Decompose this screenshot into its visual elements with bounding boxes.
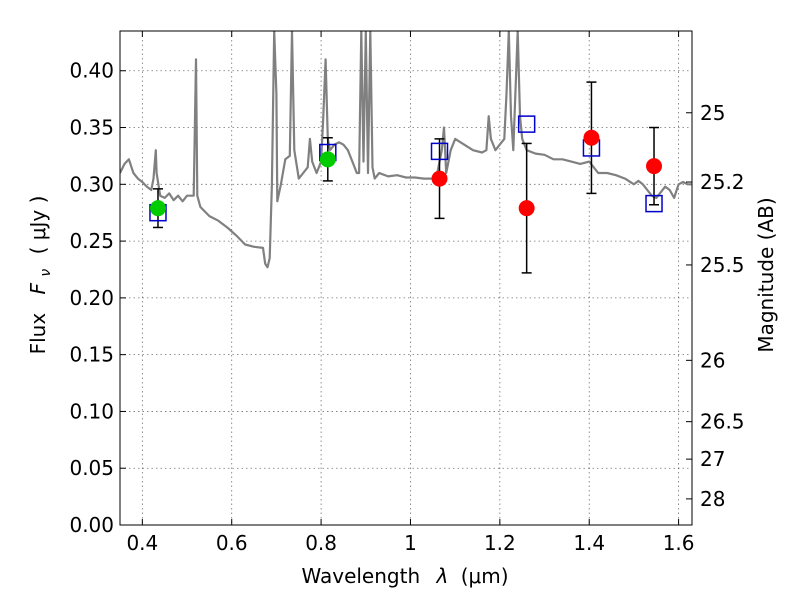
y-tick-label: 0.20 [69, 286, 114, 310]
y-tick-label: 0.30 [69, 172, 114, 196]
axis-ticks: 0.4 0.6 0.8 1 1.2 1.4 1.6 0.00 0.05 0.10 0.15 0.20 0… [69, 31, 745, 555]
y-axis-label: Flux F ν ( μJy ) [26, 196, 55, 355]
x-tick-label: 1.6 [663, 531, 695, 555]
svg-text:Flux F ν ( μ: Flux F ν ( μJy ) [26, 196, 55, 355]
grid [120, 31, 692, 526]
y-tick-label: 0.00 [69, 513, 114, 537]
right-tick-label: 26 [700, 348, 725, 372]
y-tick-label: 0.40 [69, 59, 114, 83]
x-tick-label: 1.4 [573, 531, 605, 555]
observed-point [319, 151, 336, 168]
observed-point [149, 200, 166, 217]
plot-frame [119, 30, 693, 526]
x-axis-label-unit: (μm) [461, 564, 509, 588]
y-axis-label-symbol: F [26, 282, 50, 294]
x-axis-label-symbol: λ [436, 564, 449, 588]
right-tick-label: 27 [700, 447, 725, 471]
x-axis-label-text: Wavelength [301, 564, 420, 588]
plot-area [120, 31, 692, 274]
model-spectrum-line [120, 31, 692, 269]
svg-text:Wavelength λ (μm): Wavelength λ (μm) [301, 564, 508, 588]
x-tick-label: 1.2 [484, 531, 516, 555]
model-photometry-square [645, 194, 663, 213]
x-axis-label: Wavelength λ (μm) [301, 564, 508, 588]
right-tick-label: 25 [700, 101, 725, 125]
right-axis-label: Magnitude (AB) [754, 197, 778, 352]
right-tick-label: 25.2 [700, 170, 745, 194]
observed-point [431, 170, 448, 187]
model-photometry-square [517, 115, 536, 133]
y-tick-label: 0.35 [69, 116, 114, 140]
observed-point [518, 200, 535, 217]
observed-point [646, 158, 663, 175]
right-tick-label: 28 [700, 487, 725, 511]
x-tick-label: 1 [404, 531, 417, 555]
right-tick-label: 26.5 [700, 410, 745, 434]
y-tick-label: 0.15 [69, 343, 114, 367]
right-tick-label: 25.5 [700, 253, 745, 277]
model-photometry-square [430, 142, 449, 161]
y-axis-label-text: Flux [26, 313, 50, 355]
y-tick-label: 0.25 [69, 229, 114, 253]
observed-point [583, 129, 600, 146]
y-axis-label-unit: ( μJy ) [26, 196, 50, 255]
y-tick-label: 0.05 [69, 456, 114, 480]
x-tick-label: 0.6 [216, 531, 248, 555]
y-tick-label: 0.10 [69, 399, 114, 423]
x-tick-label: 0.8 [305, 531, 337, 555]
y-axis-label-subscript: ν [38, 269, 54, 277]
x-tick-label: 0.4 [126, 531, 158, 555]
